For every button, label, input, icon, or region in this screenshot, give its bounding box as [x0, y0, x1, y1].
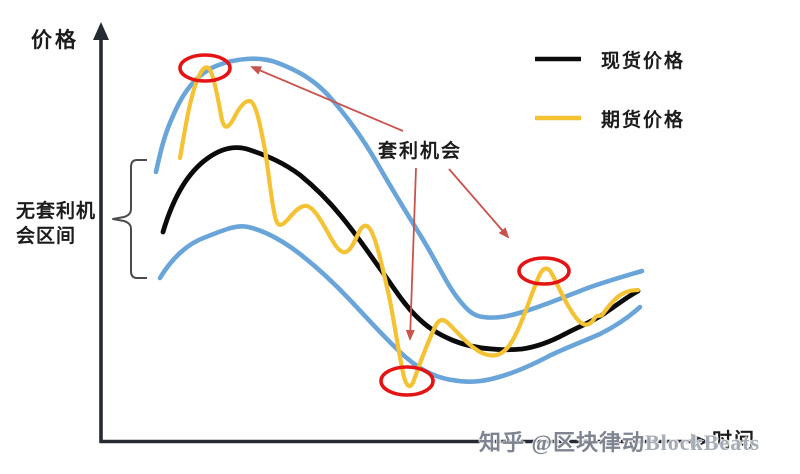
legend-item-spot: 现货价格	[535, 44, 685, 74]
no-arbitrage-zone-label: 无套利机 会区间	[16, 199, 96, 249]
arbitrage-arrow-right	[448, 168, 510, 239]
legend: 现货价格 期货价格	[535, 44, 685, 162]
spot-line-swatch	[535, 56, 581, 62]
futures-price-curve	[177, 65, 641, 389]
legend-label-futures: 期货价格	[601, 109, 686, 131]
no-arbitrage-zone-label-line2: 会区间	[16, 226, 77, 247]
no-arbitrage-zone-label-line1: 无套利机	[16, 201, 97, 222]
arbitrage-circle-top	[178, 53, 232, 83]
legend-item-futures: 期货价格	[535, 103, 685, 133]
arbitrage-arrow-top	[250, 66, 404, 132]
upper-band-curve	[153, 56, 645, 320]
futures-line-swatch	[535, 115, 581, 121]
arbitrage-circle-bottom	[379, 365, 435, 397]
arbitrage-label: 套利机会	[378, 141, 463, 162]
spot-price-curve	[160, 145, 641, 353]
no-arbitrage-brace	[112, 159, 147, 279]
y-axis-label: 价格	[31, 28, 79, 52]
watermark-zhihu-handle: 知乎 @区块律动	[479, 430, 645, 455]
x-axis-label: 时间	[712, 430, 756, 452]
arbitrage-circle-right	[517, 256, 571, 286]
watermark-brand: BlockBeats	[644, 430, 761, 455]
watermark: 知乎 @区块律动BlockBeats	[479, 425, 760, 457]
arbitrage-arrow-bottom	[405, 167, 417, 341]
legend-label-spot: 现货价格	[601, 50, 686, 72]
